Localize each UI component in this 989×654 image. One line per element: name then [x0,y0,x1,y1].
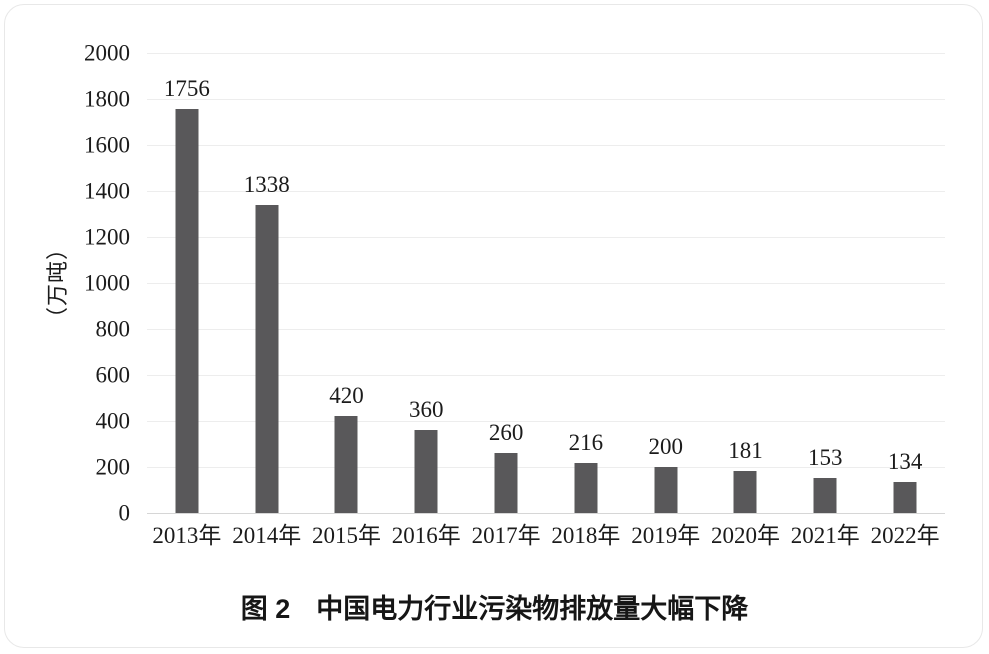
chart-card [4,4,983,648]
bar-group-2016年: 360 2016年 [386,53,466,548]
bar-group-2022年: 134 2022年 [865,53,945,548]
value-label-2022年: 134 [887,448,923,474]
x-tick-label-2017年: 2017年 [471,523,541,548]
gridline-400 [147,421,945,422]
value-label-2014年: 1338 [243,171,290,197]
y-tick-label-2000: 2000 [84,40,130,66]
bar-group-2017年: 260 2017年 [466,53,546,548]
y-tick-label-600: 600 [95,362,131,388]
bar-2015年 [334,416,358,513]
x-tick-label-2019年: 2019年 [631,523,701,548]
y-axis-tick-labels: 0 200 400 600 800 1000 1200 1400 1600 1800 2000 [0,42,134,525]
gridline-1800 [147,99,945,100]
gridline-0 [147,513,945,514]
x-tick-label-2021年: 2021年 [790,523,860,548]
figure-caption: 图 2 中国电力行业污染物排放量大幅下降 [0,587,989,626]
bar-group-2018年: 216 2018年 [546,53,626,548]
y-tick-label-1600: 1600 [84,132,130,158]
bar-2016年 [414,430,438,513]
bar-2014年 [255,205,279,513]
value-label-2018年: 216 [568,430,604,456]
x-tick-label-2015年: 2015年 [311,523,381,548]
gridline-600 [147,375,945,376]
bar-2013年 [175,109,199,513]
x-tick-label-2022年: 2022年 [870,523,940,548]
plot-area: 1756 2013年 1338 2014年 420 2015年 360 2016年 260 201… [147,53,945,548]
value-label-2015年: 420 [329,383,364,409]
bar-2021年 [813,477,837,513]
y-tick-label-0: 0 [118,500,131,526]
value-label-2020年: 181 [728,438,763,464]
value-label-2017年: 260 [488,419,524,445]
gridline-1600 [147,145,945,146]
bar-2022年 [893,482,917,513]
figure-title: 中国电力行业污染物排放量大幅下降 [316,594,749,624]
bar-2019年 [654,467,678,513]
x-tick-label-2020年: 2020年 [710,523,780,548]
value-label-2021年: 153 [808,444,843,470]
bar-2020年 [733,471,757,513]
bar-group-2014年: 1338 2014年 [227,53,307,548]
y-tick-label-800: 800 [95,316,131,342]
value-label-2013年: 1756 [163,75,210,101]
bar-2018年 [574,463,598,513]
bar-group-2020年: 181 2020年 [706,53,786,548]
x-tick-label-2016年: 2016年 [391,523,461,548]
gridline-1000 [147,283,945,284]
y-tick-label-1400: 1400 [84,178,130,204]
y-tick-label-1800: 1800 [84,86,130,112]
x-tick-label-2013年: 2013年 [152,523,222,548]
gridline-200 [147,467,945,468]
value-label-2019年: 200 [648,433,683,459]
y-tick-label-1200: 1200 [84,224,130,250]
y-tick-label-1000: 1000 [84,270,130,296]
bar-group-2013年: 1756 2013年 [147,53,227,548]
x-tick-label-2014年: 2014年 [232,523,302,548]
y-tick-label-200: 200 [95,454,131,480]
gridline-1200 [147,237,945,238]
gridline-800 [147,329,945,330]
figure-number: 图 2 [240,594,291,624]
bar-group-2021年: 153 2021年 [785,53,865,548]
y-tick-label-400: 400 [95,408,131,434]
gridline-1400 [147,191,945,192]
value-label-2016年: 360 [409,396,444,422]
gridline-2000 [147,53,945,54]
bar-group-2015年: 420 2015年 [307,53,387,548]
bar-group-2019年: 200 2019年 [626,53,706,548]
bar-2017年 [494,453,518,513]
x-tick-label-2018年: 2018年 [551,523,621,548]
